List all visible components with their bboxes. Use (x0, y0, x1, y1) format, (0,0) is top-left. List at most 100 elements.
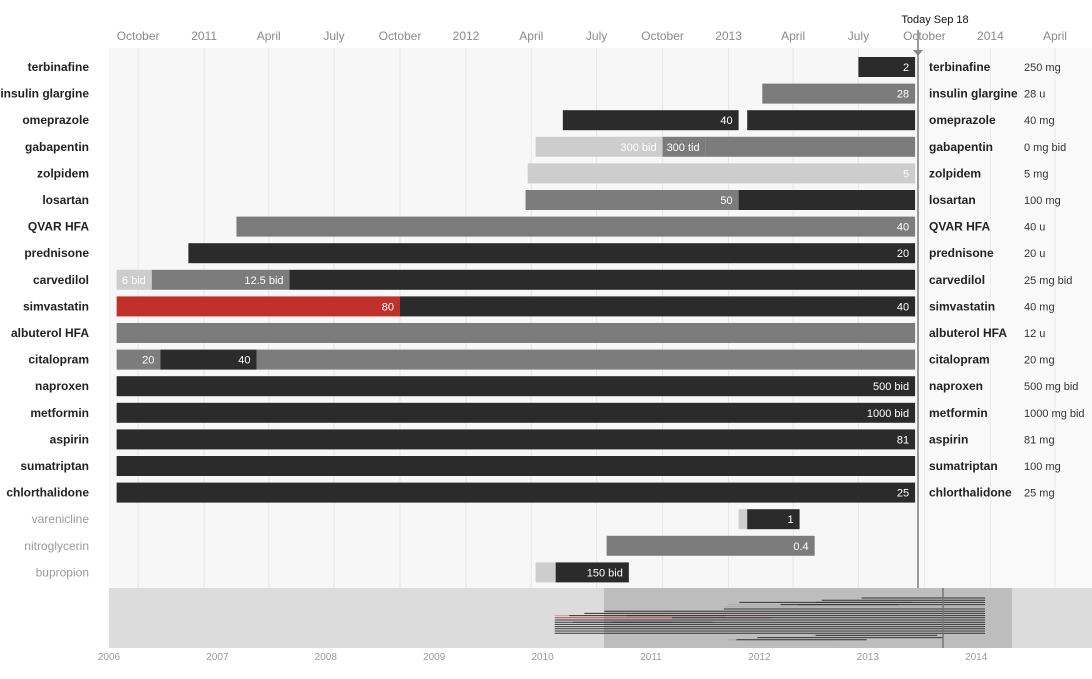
dose-segment[interactable] (662, 136, 706, 157)
medication-name[interactable]: insulin glargine (0, 87, 89, 101)
medication-name[interactable]: naproxen (35, 379, 89, 393)
dose-segment[interactable] (747, 110, 916, 131)
medication-row[interactable]: losartan 50 losartan 100 mg (42, 190, 1061, 210)
dose-segment[interactable] (555, 562, 629, 583)
top-axis-tick-label: 2014 (977, 29, 1004, 43)
medication-row[interactable]: gabapentin 300 bid 300 tid gabapentin 0 mg b… (25, 136, 1066, 157)
dose-segment[interactable] (535, 136, 663, 157)
dose-segment[interactable] (116, 349, 161, 370)
medication-name[interactable]: simvastatin (23, 299, 89, 313)
dose-segment[interactable] (535, 562, 556, 583)
medication-row[interactable]: citalopram 20 40 citalopram 20 mg (28, 349, 1055, 370)
medication-name[interactable]: gabapentin (25, 140, 89, 154)
current-dose: 100 mg (1024, 461, 1061, 473)
medication-name[interactable]: metformin (30, 406, 89, 420)
navigator-tick-label: 2012 (748, 652, 771, 663)
top-axis-tick-label: July (323, 29, 344, 43)
medication-name[interactable]: chlorthalidone (6, 486, 89, 500)
medication-name[interactable]: carvedilol (33, 273, 89, 287)
top-axis: October 2011 April July October 2012 April July… (117, 29, 1067, 43)
dose-segment[interactable] (562, 110, 739, 131)
dose-segment[interactable] (762, 83, 916, 104)
current-medication-name: losartan (929, 193, 976, 207)
dose-segment[interactable] (527, 163, 916, 184)
current-medication-name: terbinafine (929, 60, 991, 74)
dose-segment[interactable] (606, 535, 815, 556)
top-axis-tick-label: October (117, 29, 160, 43)
medication-name[interactable]: QVAR HFA (28, 220, 89, 234)
dose-segment-label: 300 tid (667, 142, 700, 154)
medication-name[interactable]: aspirin (50, 432, 89, 446)
medication-row[interactable]: sumatriptan sumatriptan 100 mg (20, 456, 1061, 476)
medication-name[interactable]: albuterol HFA (11, 326, 89, 340)
medication-row[interactable]: omeprazole 40 omeprazole 40 mg (22, 110, 1055, 131)
medication-row[interactable]: prednisone 20 prednisone 20 u (24, 243, 1045, 264)
medication-row[interactable]: nitroglycerin 0.4 (24, 535, 815, 556)
top-axis-tick-label: April (519, 29, 543, 43)
dose-segment-label: 50 (720, 195, 732, 207)
medication-row[interactable]: QVAR HFA 40 QVAR HFA 40 u (28, 216, 1046, 237)
medication-name[interactable]: prednisone (24, 246, 89, 260)
medication-name[interactable]: omeprazole (22, 113, 89, 127)
medication-row[interactable]: albuterol HFA albuterol HFA 12 u (11, 323, 1045, 343)
dose-segment[interactable] (116, 402, 916, 423)
current-dose: 500 mg bid (1024, 381, 1078, 393)
dose-segment[interactable] (858, 57, 916, 77)
dose-segment-label: 1000 bid (867, 408, 909, 420)
medication-row[interactable]: zolpidem 5 zolpidem 5 mg (37, 163, 1048, 184)
current-medication-name: prednisone (929, 246, 994, 260)
medication-name[interactable]: bupropion (36, 565, 89, 579)
dose-segment[interactable] (747, 509, 800, 530)
dose-segment[interactable] (160, 349, 257, 370)
dose-segment[interactable] (400, 296, 916, 317)
dose-segment[interactable] (116, 296, 400, 317)
dose-segment-label: 500 bid (873, 381, 909, 393)
dose-segment-label: 5 (903, 168, 909, 180)
medication-name[interactable]: nitroglycerin (24, 539, 89, 553)
current-medication-name: sumatriptan (929, 459, 998, 473)
medication-name[interactable]: varenicline (32, 512, 90, 526)
navigator-axis: 2006 2007 2008 2009 2010 2011 2012 2013 2014 (98, 652, 988, 663)
medication-row[interactable]: metformin 1000 bid metformin 1000 mg bid (30, 402, 1085, 423)
medication-name[interactable]: citalopram (28, 353, 89, 367)
medication-row[interactable]: simvastatin 80 40 simvastatin 40 mg (23, 296, 1055, 317)
dose-segment[interactable] (289, 269, 916, 290)
medication-row[interactable]: aspirin 81 aspirin 81 mg (50, 429, 1055, 450)
navigator-overview-lines (554, 597, 986, 641)
current-medication-name: zolpidem (929, 166, 981, 180)
navigator-tick-label: 2007 (206, 652, 229, 663)
medication-row[interactable]: naproxen 500 bid naproxen 500 mg bid (35, 376, 1078, 397)
dose-segment[interactable] (188, 243, 916, 264)
dose-segment-label: 300 bid (620, 142, 656, 154)
medication-row[interactable]: carvedilol 6 bid 12.5 bid carvedilol 25 mg b… (33, 269, 1072, 290)
medication-name[interactable]: zolpidem (37, 166, 89, 180)
dose-segment[interactable] (116, 482, 916, 503)
current-medication-name: carvedilol (929, 273, 985, 287)
medication-row[interactable]: insulin glargine 28 insulin glargine 28 u (0, 83, 1045, 104)
dose-segment[interactable] (525, 190, 739, 210)
current-medication-name: insulin glargine (929, 87, 1018, 101)
dose-segment[interactable] (738, 190, 916, 210)
dose-segment[interactable] (116, 323, 916, 343)
dose-segment[interactable] (116, 456, 916, 476)
dose-segment[interactable] (738, 509, 748, 530)
top-axis-tick-label: October (379, 29, 422, 43)
medication-row[interactable]: bupropion 150 bid (36, 562, 629, 583)
navigator-tick-label: 2013 (857, 652, 880, 663)
current-dose: 12 u (1024, 328, 1045, 340)
timeline-navigator[interactable] (109, 588, 1092, 648)
dose-segment[interactable] (116, 269, 152, 290)
medication-name[interactable]: sumatriptan (20, 459, 89, 473)
dose-segment[interactable] (116, 429, 916, 450)
medication-name[interactable]: losartan (42, 193, 89, 207)
navigator-tick-label: 2008 (315, 652, 338, 663)
dose-segment[interactable] (256, 349, 916, 370)
medication-row[interactable]: varenicline 1 (32, 509, 800, 530)
dose-segment[interactable] (116, 376, 916, 397)
dose-segment[interactable] (705, 136, 916, 157)
medication-name[interactable]: terbinafine (28, 60, 90, 74)
medication-row[interactable]: terbinafine 2 terbinafine 250 mg (28, 57, 1061, 77)
dose-segment[interactable] (151, 269, 290, 290)
dose-segment[interactable] (236, 216, 916, 237)
medication-row[interactable]: chlorthalidone 25 chlorthalidone 25 mg (6, 482, 1055, 503)
